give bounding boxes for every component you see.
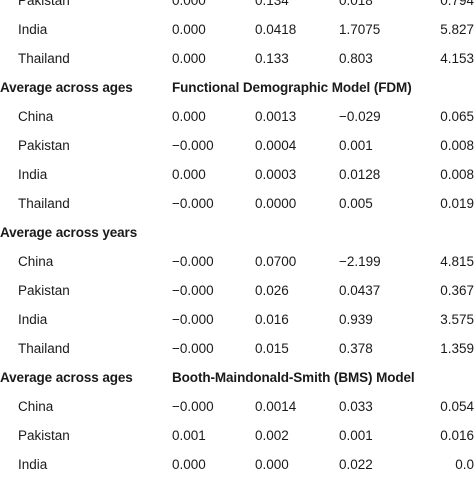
table-row: Thailand −0.000 0.0000 0.005 0.019 bbox=[0, 189, 474, 218]
table-row: Pakistan 0.001 0.002 0.001 0.016 bbox=[0, 421, 474, 450]
value-cell: 0.0128 bbox=[339, 167, 381, 182]
section-label: Average across ages bbox=[0, 370, 133, 385]
value-cell: −0.000 bbox=[172, 312, 214, 327]
value-cell: 0.022 bbox=[339, 457, 373, 472]
value-cell: 0.0013 bbox=[255, 109, 297, 124]
value-cell: 0.033 bbox=[339, 399, 373, 414]
value-cell: 1.359 bbox=[440, 341, 474, 356]
value-cell: 0.005 bbox=[339, 196, 373, 211]
section-label: Average across years bbox=[0, 225, 138, 240]
value-cell: −0.029 bbox=[339, 109, 381, 124]
value-cell: 5.827 bbox=[440, 22, 474, 37]
table-row: China −0.000 0.0014 0.033 0.054 bbox=[0, 392, 474, 421]
value-cell: 1.7075 bbox=[339, 22, 381, 37]
section-header: Average across years bbox=[0, 218, 474, 247]
country-cell: India bbox=[18, 22, 48, 37]
country-cell: China bbox=[18, 399, 54, 414]
value-cell: 0.000 bbox=[172, 51, 206, 66]
value-cell: −0.000 bbox=[172, 341, 214, 356]
value-cell: 0.794 bbox=[440, 0, 474, 8]
value-cell: 0.0000 bbox=[255, 196, 297, 211]
value-cell: 0.134 bbox=[255, 0, 289, 8]
value-cell: 0.0418 bbox=[255, 22, 297, 37]
value-cell: 0.0 bbox=[455, 457, 474, 472]
country-cell: Thailand bbox=[18, 51, 70, 66]
value-cell: −0.000 bbox=[172, 399, 214, 414]
table-row: Thailand −0.000 0.015 0.378 1.359 bbox=[0, 334, 474, 363]
value-cell: 0.054 bbox=[440, 399, 474, 414]
table-row: India 0.000 0.000 0.022 0.0 bbox=[0, 450, 474, 479]
section-header: Average across ages Functional Demographi… bbox=[0, 73, 474, 102]
value-cell: 0.000 bbox=[172, 167, 206, 182]
value-cell: 0.0700 bbox=[255, 254, 297, 269]
country-cell: Pakistan bbox=[18, 283, 70, 298]
country-cell: Pakistan bbox=[18, 0, 70, 8]
value-cell: 0.016 bbox=[255, 312, 289, 327]
country-cell: Pakistan bbox=[18, 138, 70, 153]
model-name: Booth-Maindonald-Smith (BMS) Model bbox=[172, 370, 415, 385]
table-row: Thailand 0.000 0.133 0.803 4.153 bbox=[0, 44, 474, 73]
country-cell: India bbox=[18, 312, 48, 327]
value-cell: 0.065 bbox=[440, 109, 474, 124]
table-row: China −0.000 0.0700 −2.199 4.815 bbox=[0, 247, 474, 276]
value-cell: 0.026 bbox=[255, 283, 289, 298]
table-row: Pakistan −0.000 0.026 0.0437 0.367 bbox=[0, 276, 474, 305]
model-name: Functional Demographic Model (FDM) bbox=[172, 80, 412, 95]
country-cell: Thailand bbox=[18, 341, 70, 356]
value-cell: −0.000 bbox=[172, 254, 214, 269]
section-header: Average across ages Booth-Maindonald-Smit… bbox=[0, 363, 474, 392]
value-cell: 4.815 bbox=[440, 254, 474, 269]
table-row: Pakistan 0.000 0.134 0.018 0.794 bbox=[0, 0, 474, 15]
value-cell: 4.153 bbox=[440, 51, 474, 66]
value-cell: 0.016 bbox=[440, 428, 474, 443]
value-cell: −0.000 bbox=[172, 138, 214, 153]
value-cell: −2.199 bbox=[339, 254, 381, 269]
value-cell: 0.378 bbox=[339, 341, 373, 356]
value-cell: 0.008 bbox=[440, 138, 474, 153]
value-cell: 0.002 bbox=[255, 428, 289, 443]
value-cell: 0.000 bbox=[172, 0, 206, 8]
country-cell: India bbox=[18, 167, 48, 182]
value-cell: 0.803 bbox=[339, 51, 373, 66]
value-cell: −0.000 bbox=[172, 196, 214, 211]
value-cell: −0.000 bbox=[172, 283, 214, 298]
country-cell: India bbox=[18, 457, 48, 472]
value-cell: 0.133 bbox=[255, 51, 289, 66]
country-cell: China bbox=[18, 109, 54, 124]
table-row: India 0.000 0.0003 0.0128 0.008 bbox=[0, 160, 474, 189]
country-cell: China bbox=[18, 254, 54, 269]
value-cell: 0.000 bbox=[172, 22, 206, 37]
value-cell: 0.001 bbox=[172, 428, 206, 443]
value-cell: 0.0004 bbox=[255, 138, 297, 153]
value-cell: 0.939 bbox=[339, 312, 373, 327]
value-cell: 0.000 bbox=[172, 109, 206, 124]
table-row: India 0.000 0.0418 1.7075 5.827 bbox=[0, 15, 474, 44]
value-cell: 0.0003 bbox=[255, 167, 297, 182]
value-cell: 0.0014 bbox=[255, 399, 297, 414]
country-cell: Pakistan bbox=[18, 428, 70, 443]
value-cell: 3.575 bbox=[440, 312, 474, 327]
value-cell: 0.367 bbox=[440, 283, 474, 298]
value-cell: 0.001 bbox=[339, 428, 373, 443]
value-cell: 0.000 bbox=[255, 457, 289, 472]
value-cell: 0.000 bbox=[172, 457, 206, 472]
value-cell: 0.001 bbox=[339, 138, 373, 153]
value-cell: 0.015 bbox=[255, 341, 289, 356]
table-row: China 0.000 0.0013 −0.029 0.065 bbox=[0, 102, 474, 131]
value-cell: 0.018 bbox=[339, 0, 373, 8]
value-cell: 0.019 bbox=[440, 196, 474, 211]
table-row: Pakistan −0.000 0.0004 0.001 0.008 bbox=[0, 131, 474, 160]
table-row: India −0.000 0.016 0.939 3.575 bbox=[0, 305, 474, 334]
country-cell: Thailand bbox=[18, 196, 70, 211]
value-cell: 0.0437 bbox=[339, 283, 381, 298]
value-cell: 0.008 bbox=[440, 167, 474, 182]
section-label: Average across ages bbox=[0, 80, 133, 95]
